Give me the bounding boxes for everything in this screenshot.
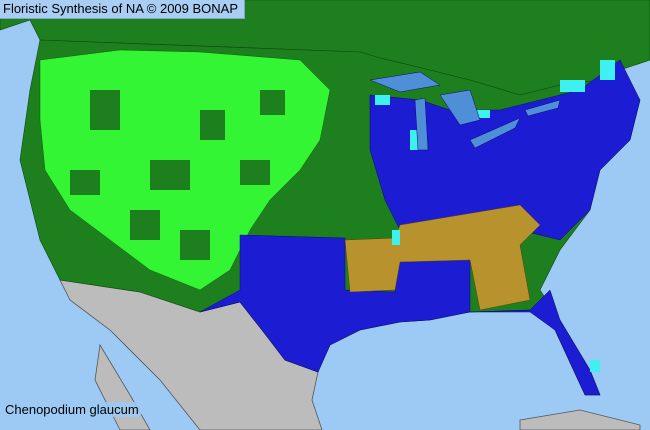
map-title: Floristic Synthesis of NA © 2009 BONAP <box>0 0 246 19</box>
great-lakes <box>369 71 561 151</box>
cyan-patches <box>375 60 615 372</box>
mustard-region <box>344 204 541 311</box>
dark-green-patches <box>70 90 285 260</box>
blue-region-northeast <box>369 59 641 241</box>
species-label: Chenopodium glaucum <box>3 402 141 417</box>
cuba <box>519 409 641 430</box>
